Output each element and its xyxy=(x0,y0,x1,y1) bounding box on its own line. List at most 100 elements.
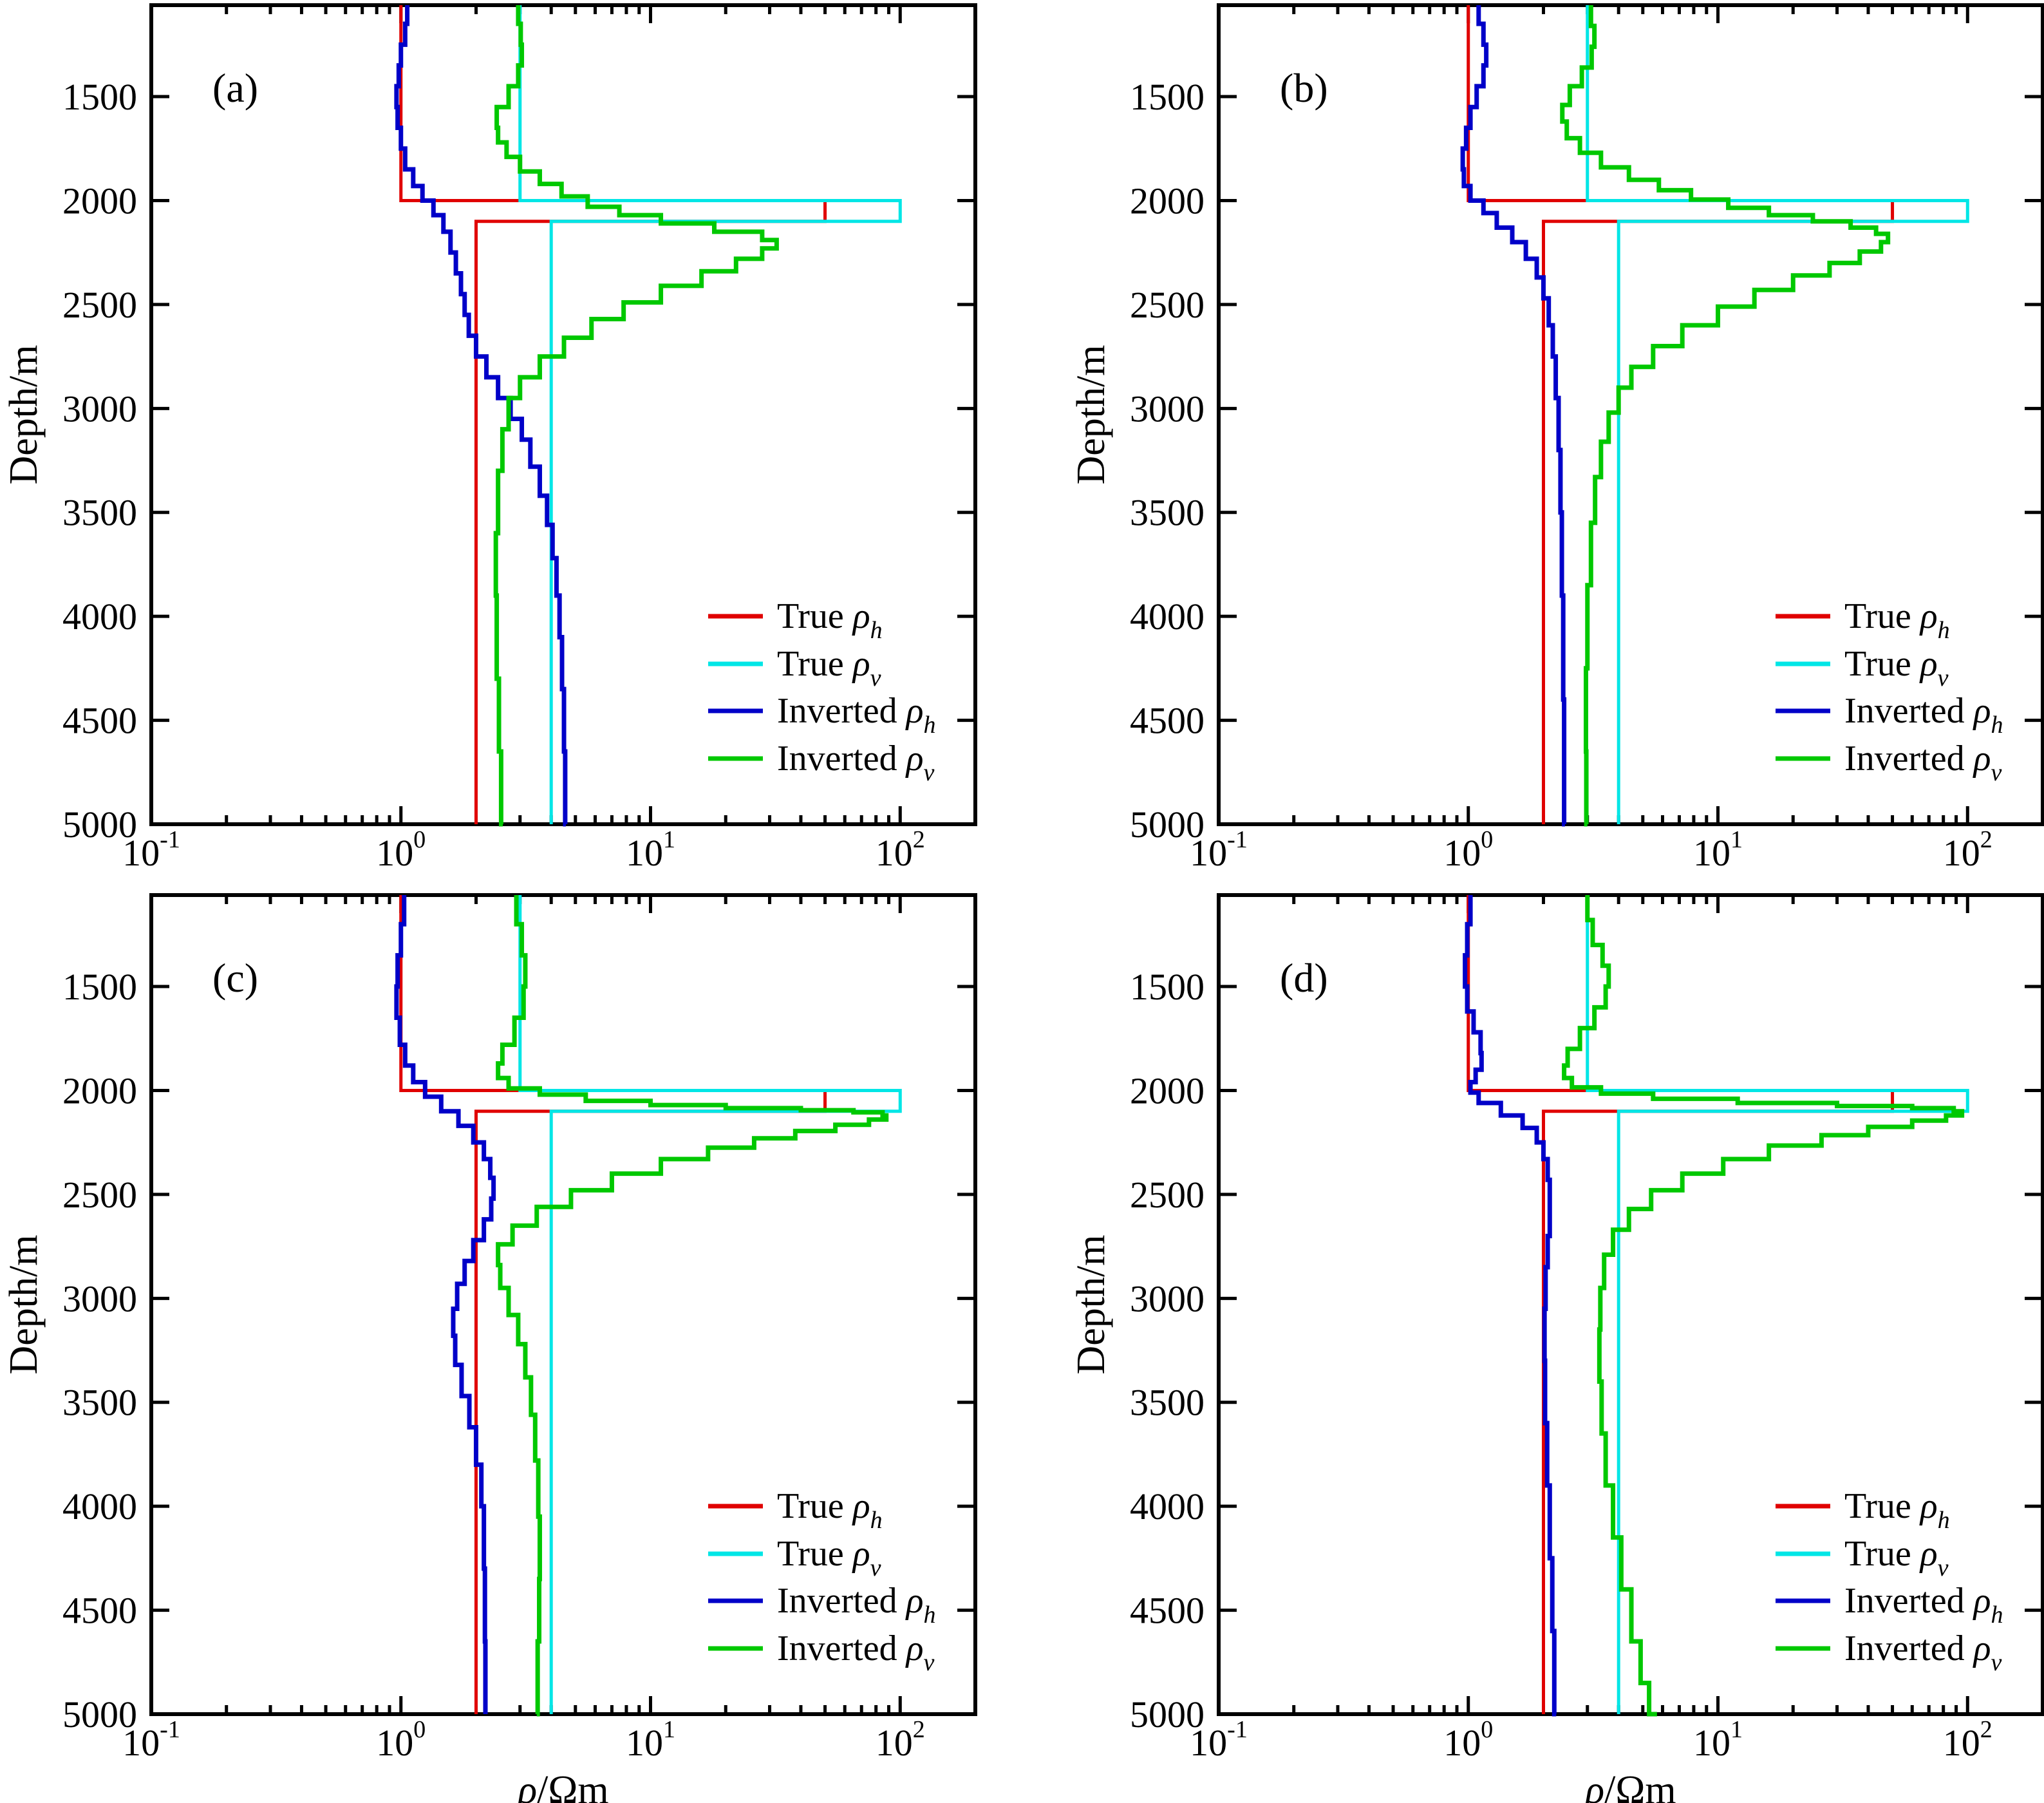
panel-d-y-axis-title: Depth/m xyxy=(1069,1235,1113,1375)
panel-c-y-tick-label: 4000 xyxy=(62,1486,137,1527)
legend-item-true-rho-h: True ρh xyxy=(708,596,883,644)
legend-label-true-rho-h: True ρh xyxy=(1844,1486,1950,1534)
panel-d-x-tick-label: 102 xyxy=(1943,1716,1992,1764)
panel-c-frame xyxy=(149,893,977,1716)
panel-b-x-tick-label: 102 xyxy=(1943,826,1992,874)
legend-label-true-rho-v: True ρv xyxy=(777,1534,881,1581)
legend-label-inv-rho-v: Inverted ρv xyxy=(1844,1628,2002,1676)
panel-c-inv-rho-v-curve xyxy=(496,895,889,1717)
panel-a-y-axis-title: Depth/m xyxy=(2,345,46,485)
panel-a-y-tick-label: 4500 xyxy=(62,700,137,742)
legend-label-true-rho-v: True ρv xyxy=(777,644,881,692)
panel-d-y-tick-label: 3000 xyxy=(1130,1278,1205,1319)
panel-c-true-rho-h-curve xyxy=(399,895,827,1714)
legend-label-inv-rho-v: Inverted ρv xyxy=(777,739,934,786)
legend-item-true-rho-v: True ρv xyxy=(1776,1534,1949,1581)
panel-c-true-rho-v-curve xyxy=(518,895,902,1714)
legend-item-inv-rho-v: Inverted ρv xyxy=(708,1628,934,1676)
legend-item-true-rho-v: True ρv xyxy=(708,644,881,692)
panel-a-y-tick-label: 5000 xyxy=(62,804,137,845)
legend-item-inv-rho-h: Inverted ρh xyxy=(1776,691,2003,739)
panel-b-x-tick-label: 100 xyxy=(1443,826,1493,874)
panel-b-y-tick-label: 4500 xyxy=(1130,700,1205,742)
panel-b-inv-rho-h-curve xyxy=(1460,5,1567,827)
panel-c-x-tick-label: 100 xyxy=(376,1716,426,1764)
legend-label-inv-rho-v: Inverted ρv xyxy=(1844,739,2002,786)
legend-label-true-rho-h: True ρh xyxy=(777,596,883,644)
panel-c-x-tick-label: 102 xyxy=(876,1716,925,1764)
panel-b-y-tick-label: 3000 xyxy=(1130,388,1205,430)
panel-b-y-tick-label: 1500 xyxy=(1130,76,1205,118)
panel-d-frame xyxy=(1217,893,2044,1716)
panel-b-y-ticks xyxy=(1219,95,2043,722)
panel-a-x-tick-label: 101 xyxy=(626,826,675,874)
panel-a-x-tick-label: 100 xyxy=(376,826,426,874)
panel-c-y-ticks xyxy=(151,985,975,1612)
panel-a-x-tick-label: 10-1 xyxy=(122,826,180,874)
panel-d-true-rho-v-curve xyxy=(1586,895,1969,1714)
panel-b-x-tick-label: 101 xyxy=(1693,826,1743,874)
legend-label-inv-rho-h: Inverted ρh xyxy=(777,1581,935,1628)
panel-d-true-rho-h-curve xyxy=(1467,895,1895,1714)
panel-d-y-tick-label: 3500 xyxy=(1130,1382,1205,1424)
panel-b-x-tick-label: 10-1 xyxy=(1190,826,1248,874)
panel-c-x-tick-label: 101 xyxy=(626,1716,675,1764)
panel-b-y-tick-label: 3500 xyxy=(1130,492,1205,534)
legend-item-true-rho-v: True ρv xyxy=(1776,644,1949,692)
panel-b-true-rho-v-curve xyxy=(1586,5,1969,824)
panel-a-inv-rho-v-curve xyxy=(493,5,779,827)
legend-item-true-rho-h: True ρh xyxy=(1776,596,1950,644)
panel-c-y-tick-label: 4500 xyxy=(62,1590,137,1632)
legend-item-inv-rho-v: Inverted ρv xyxy=(1776,1628,2002,1676)
legend-item-inv-rho-h: Inverted ρh xyxy=(1776,1581,2003,1628)
panel-b-inv-rho-v-curve xyxy=(1560,5,1891,827)
panel-d-inv-rho-v-curve xyxy=(1562,895,1965,1717)
legend-label-inv-rho-h: Inverted ρh xyxy=(1844,1581,2003,1628)
panel-c: 10-1 100 101 102 1500 2000 2500 3000 3500 4000 450… xyxy=(2,893,977,1803)
panel-c-x-tick-label: 10-1 xyxy=(122,1716,180,1764)
panel-c-y-tick-label: 2000 xyxy=(62,1070,137,1111)
panel-c-y-tick-label: 3500 xyxy=(62,1382,137,1424)
panel-d-y-tick-label: 1500 xyxy=(1130,966,1205,1008)
panel-d-y-tick-label: 4500 xyxy=(1130,1590,1205,1632)
panel-c-inv-rho-h-curve xyxy=(394,895,496,1714)
panel-b-y-axis-title: Depth/m xyxy=(1069,345,1113,485)
legend-label-true-rho-h: True ρh xyxy=(777,1486,883,1534)
panel-a-inv-rho-h-curve xyxy=(394,5,568,827)
panel-a-true-rho-h-curve xyxy=(399,5,827,824)
panel-c-y-tick-label: 3000 xyxy=(62,1278,137,1319)
legend-item-inv-rho-h: Inverted ρh xyxy=(708,1581,935,1628)
panel-d-x-tick-label: 101 xyxy=(1693,1716,1743,1764)
panel-a-y-tick-label: 2000 xyxy=(62,180,137,222)
legend-item-true-rho-v: True ρv xyxy=(708,1534,881,1581)
panel-a-label: (a) xyxy=(212,65,258,111)
panel-b: 10-1 100 101 102 1500 2000 2500 3000 3500 4000 450… xyxy=(1069,3,2044,874)
panel-d-inv-rho-h-curve xyxy=(1463,895,1557,1717)
panel-d-y-tick-label: 2000 xyxy=(1130,1070,1205,1111)
panel-d-y-ticks xyxy=(1219,985,2043,1612)
legend-label-true-rho-v: True ρv xyxy=(1844,644,1949,692)
legend-item-true-rho-h: True ρh xyxy=(1776,1486,1950,1534)
panel-b-true-rho-h-curve xyxy=(1467,5,1895,824)
panel-a-x-tick-label: 102 xyxy=(876,826,925,874)
panel-c-y-axis-title: Depth/m xyxy=(2,1235,46,1375)
panel-b-frame xyxy=(1217,3,2044,826)
panel-c-y-tick-label: 5000 xyxy=(62,1694,137,1735)
legend-item-true-rho-h: True ρh xyxy=(708,1486,883,1534)
panel-c-label: (c) xyxy=(212,955,258,1001)
legend-item-inv-rho-v: Inverted ρv xyxy=(708,739,934,786)
panel-a-y-tick-label: 4000 xyxy=(62,596,137,637)
legend-label-inv-rho-h: Inverted ρh xyxy=(1844,691,2003,739)
panel-b-y-tick-label: 2000 xyxy=(1130,180,1205,222)
panel-a: 10-1 100 101 102 1500 2000 2500 3000 3500 4000 450… xyxy=(2,3,977,874)
panel-b-y-tick-label: 4000 xyxy=(1130,596,1205,637)
panel-c-x-axis-title: ρ/Ωm xyxy=(516,1768,608,1803)
panel-a-y-tick-label: 3500 xyxy=(62,492,137,534)
legend-item-inv-rho-h: Inverted ρh xyxy=(708,691,935,739)
legend-label-inv-rho-v: Inverted ρv xyxy=(777,1628,934,1676)
legend-item-inv-rho-v: Inverted ρv xyxy=(1776,739,2002,786)
